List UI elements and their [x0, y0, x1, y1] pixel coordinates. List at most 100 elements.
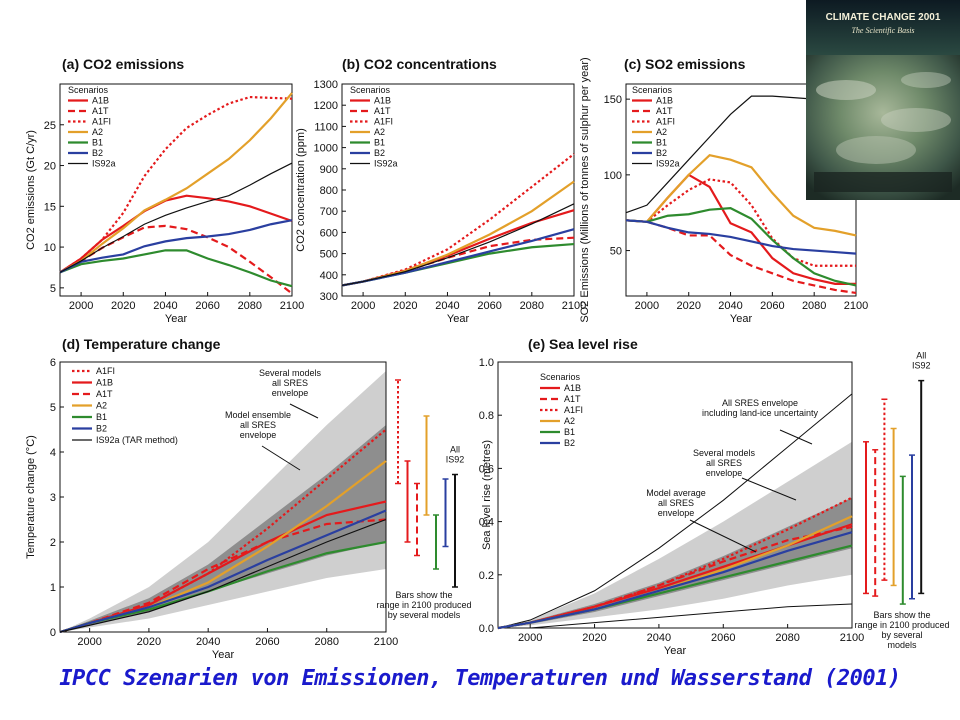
x-tick-label: 2000 [351, 300, 375, 312]
legend-entry: A1T [564, 394, 581, 404]
x-tick-label: 2060 [477, 300, 501, 312]
inner-envelope-label: Model average [646, 488, 706, 498]
legend-entry: A1FI [656, 117, 675, 127]
legend-entry: A1B [374, 96, 391, 106]
legend-entry: B2 [564, 438, 575, 448]
pointer-line [689, 519, 757, 553]
pointer-line [261, 445, 301, 471]
x-tick-label: 2060 [195, 300, 219, 312]
x-tick-label: 2020 [582, 632, 606, 644]
legend-entry: A1B [564, 383, 581, 393]
series-line-is92a [59, 162, 293, 273]
y-tick-label: 700 [320, 206, 338, 218]
x-tick-label: 2040 [153, 300, 177, 312]
x-axis-label: Year [165, 313, 188, 325]
panel-d: 2000 2020 2040 2060 2080 2100 0 1 2 3 4 5 6 (d) Tempe… [25, 336, 472, 661]
x-tick-label: 2040 [196, 636, 220, 648]
legend-entry: A1B [92, 96, 109, 106]
bars-note: Bars show the [395, 590, 452, 600]
outer-envelope-label: all SRES [272, 378, 308, 388]
figure-caption: IPCC Szenarien von Emissionen, Temperatu… [59, 666, 901, 691]
legend-entry: A1T [92, 106, 109, 116]
legend-entry: B2 [96, 424, 107, 434]
pointer-line [779, 429, 813, 445]
all-is92-label: IS92 [912, 361, 931, 371]
legend-entry: A2 [656, 127, 667, 137]
x-tick-label: 2080 [802, 300, 826, 312]
outer-envelope-label: envelope [706, 468, 743, 478]
panel-title: (e) Sea level rise [528, 336, 638, 352]
x-tick-label: 2100 [374, 636, 398, 648]
series-line-b2 [59, 219, 293, 274]
y-tick-label: 1200 [314, 100, 338, 112]
x-tick-label: 2060 [711, 632, 735, 644]
bars-note: by several [881, 630, 922, 640]
y-tick-label: 300 [320, 291, 338, 303]
y-tick-label: 50 [610, 246, 622, 258]
legend-entry: B1 [656, 138, 667, 148]
bars-note: range in 2100 produced [854, 620, 949, 630]
outer-envelope-label: all SRES [706, 458, 742, 468]
legend-entry: A1FI [92, 117, 111, 127]
x-tick-label: 2060 [760, 300, 784, 312]
x-tick-label: 2100 [844, 300, 868, 312]
y-tick-label: 1100 [314, 121, 338, 133]
x-tick-label: 2020 [111, 300, 135, 312]
x-axis-label: Year [664, 645, 687, 657]
series-line-b2 [625, 219, 857, 255]
inner-envelope-label: envelope [240, 430, 277, 440]
legend-entry: A1T [96, 389, 113, 399]
legend-entry: A1T [374, 106, 391, 116]
series-line-b1 [59, 249, 293, 288]
y-tick-label: 1.0 [479, 357, 494, 369]
panel-a: 2000 2020 2040 2060 2080 2100 5 10 15 20 25 (a) CO2… [25, 56, 304, 325]
y-axis-label: Sea level rise (metres) [481, 440, 493, 550]
outer-envelope-label: envelope [272, 388, 309, 398]
series-line-b2 [59, 509, 387, 634]
inner-envelope-label: all SRES [240, 420, 276, 430]
panel-e: 2000 2020 2040 2060 2080 2100 0.0 0.2 0.4 0.6 0.8 1… [479, 336, 950, 657]
land-ice-label: All SRES envelope [722, 398, 798, 408]
land-ice-upper [497, 393, 853, 629]
x-axis-label: Year [730, 313, 753, 325]
inner-envelope-label: Model ensemble [225, 410, 291, 420]
y-tick-label: 600 [320, 227, 338, 239]
y-tick-label: 5 [50, 283, 56, 295]
envelope-outer [498, 441, 852, 628]
legend-entry: A2 [564, 416, 575, 426]
series-line-b2 [497, 531, 853, 630]
all-is92-label: All [916, 351, 926, 361]
legend-entry: B1 [564, 427, 575, 437]
legend-entry: A2 [374, 127, 385, 137]
x-tick-label: 2100 [840, 632, 864, 644]
y-tick-label: 20 [44, 161, 56, 173]
legend-entry: A1FI [374, 117, 393, 127]
bars-note: models [887, 640, 917, 650]
x-tick-label: 2000 [69, 300, 93, 312]
y-tick-label: 4 [50, 447, 56, 459]
outer-envelope-label: Several models [693, 448, 756, 458]
y-axis-label: CO2 emissions (Gt C/yr) [25, 130, 37, 250]
legend-entry: A1FI [96, 366, 115, 376]
bars-note: range in 2100 produced [376, 600, 471, 610]
series-line-a1t [625, 219, 857, 295]
y-tick-label: 0.6 [479, 463, 494, 475]
y-tick-label: 5 [50, 402, 56, 414]
x-tick-label: 2080 [775, 632, 799, 644]
x-tick-label: 2060 [255, 636, 279, 648]
x-tick-label: 2020 [676, 300, 700, 312]
series-line-a1b [59, 194, 293, 274]
inner-envelope-label: all SRES [658, 498, 694, 508]
plot-frame [59, 83, 293, 297]
legend-title: Scenarios [350, 85, 391, 95]
y-tick-label: 900 [320, 164, 338, 176]
legend-entry: B2 [92, 148, 103, 158]
x-tick-label: 2000 [635, 300, 659, 312]
pointer-line [289, 403, 319, 419]
cover-title: CLIMATE CHANGE 2001 [826, 12, 941, 23]
x-tick-label: 2040 [435, 300, 459, 312]
all-is92-label: All [450, 445, 460, 455]
envelope-outer [60, 371, 386, 632]
legend-title: Scenarios [540, 372, 581, 382]
legend-entry: IS92a [92, 159, 116, 169]
